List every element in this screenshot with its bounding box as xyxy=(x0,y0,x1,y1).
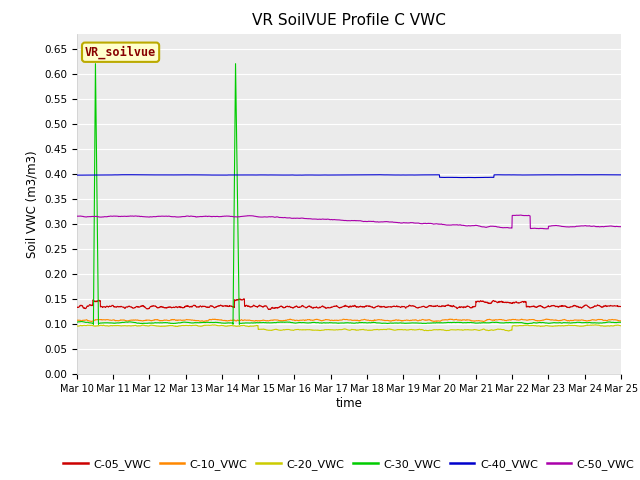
Y-axis label: Soil VWC (m3/m3): Soil VWC (m3/m3) xyxy=(26,150,38,258)
Title: VR SoilVUE Profile C VWC: VR SoilVUE Profile C VWC xyxy=(252,13,445,28)
Text: VR_soilvue: VR_soilvue xyxy=(85,46,156,59)
Legend: C-05_VWC, C-10_VWC, C-20_VWC, C-30_VWC, C-40_VWC, C-50_VWC: C-05_VWC, C-10_VWC, C-20_VWC, C-30_VWC, … xyxy=(59,455,639,475)
X-axis label: time: time xyxy=(335,397,362,410)
